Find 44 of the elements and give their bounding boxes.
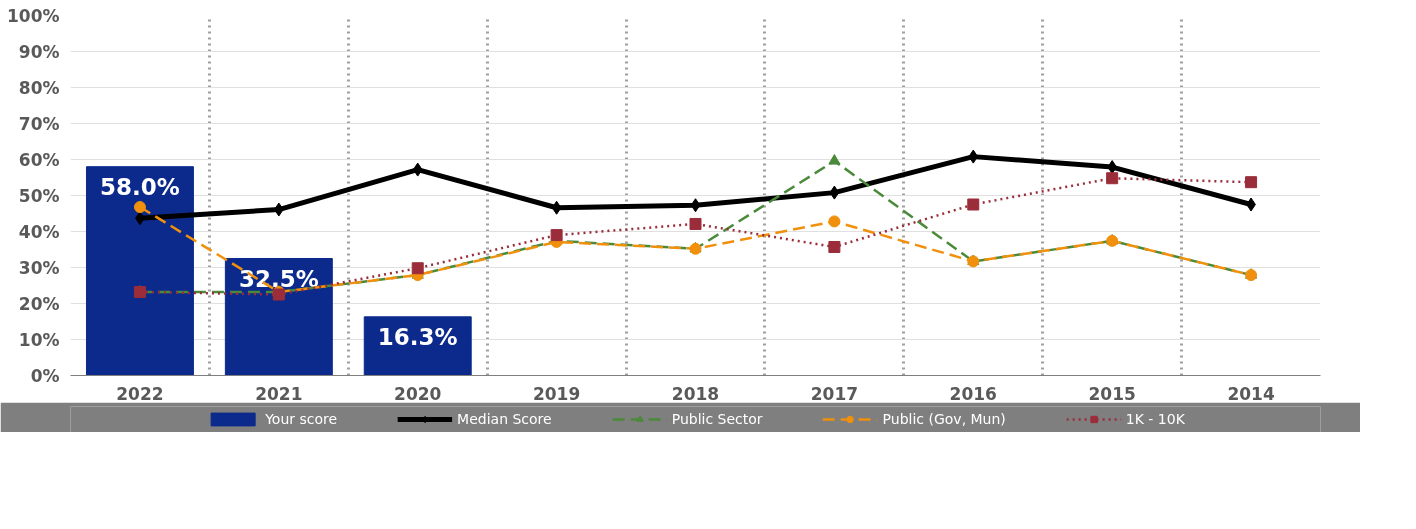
x-tick-label: 2021	[255, 383, 303, 404]
legend-label: Public (Gov, Mun)	[882, 411, 1006, 427]
x-tick-label: 2016	[949, 383, 997, 404]
data-label: 16.3%	[377, 324, 458, 351]
point	[550, 229, 563, 242]
point	[968, 149, 979, 164]
point	[689, 217, 702, 230]
data-label: 58.0%	[100, 173, 180, 200]
point	[690, 198, 701, 213]
y-tick-label: 50%	[18, 185, 60, 206]
x-tick-label: 2015	[1088, 383, 1136, 404]
x-tick-label: 2014	[1227, 383, 1275, 404]
y-tick-label: 60%	[18, 149, 60, 170]
y-tick-label: 100%	[6, 5, 60, 26]
y-tick-label: 0%	[30, 365, 60, 386]
y-tick-label: 30%	[18, 257, 60, 278]
y-tick-label: 10%	[18, 329, 60, 350]
x-tick-label: 2022	[116, 383, 164, 404]
point	[967, 198, 980, 211]
x-tick-label: 2017	[810, 383, 859, 404]
bar	[224, 258, 333, 376]
point	[551, 200, 562, 215]
y-tick-label: 80%	[18, 77, 60, 98]
point	[828, 240, 841, 253]
y-tick-label: 70%	[18, 113, 60, 134]
point	[828, 215, 841, 228]
point	[1245, 176, 1258, 189]
point	[133, 201, 146, 214]
legend-label: Public Sector	[671, 411, 763, 427]
y-tick-label: 40%	[18, 221, 60, 242]
y-tick-label: 20%	[18, 293, 60, 314]
point	[412, 162, 423, 177]
legend-label: 1K - 10K	[1125, 411, 1185, 427]
x-tick-label: 2020	[394, 383, 442, 404]
point	[1106, 172, 1119, 185]
x-tick-label: 2018	[671, 383, 720, 404]
point	[828, 154, 841, 165]
point	[411, 262, 424, 275]
legend-label: Your score	[265, 411, 338, 427]
y-tick-label: 90%	[18, 41, 60, 62]
bar	[85, 166, 194, 376]
point	[829, 185, 840, 200]
x-tick-label: 2019	[532, 383, 581, 404]
legend-label: Median Score	[457, 411, 552, 427]
